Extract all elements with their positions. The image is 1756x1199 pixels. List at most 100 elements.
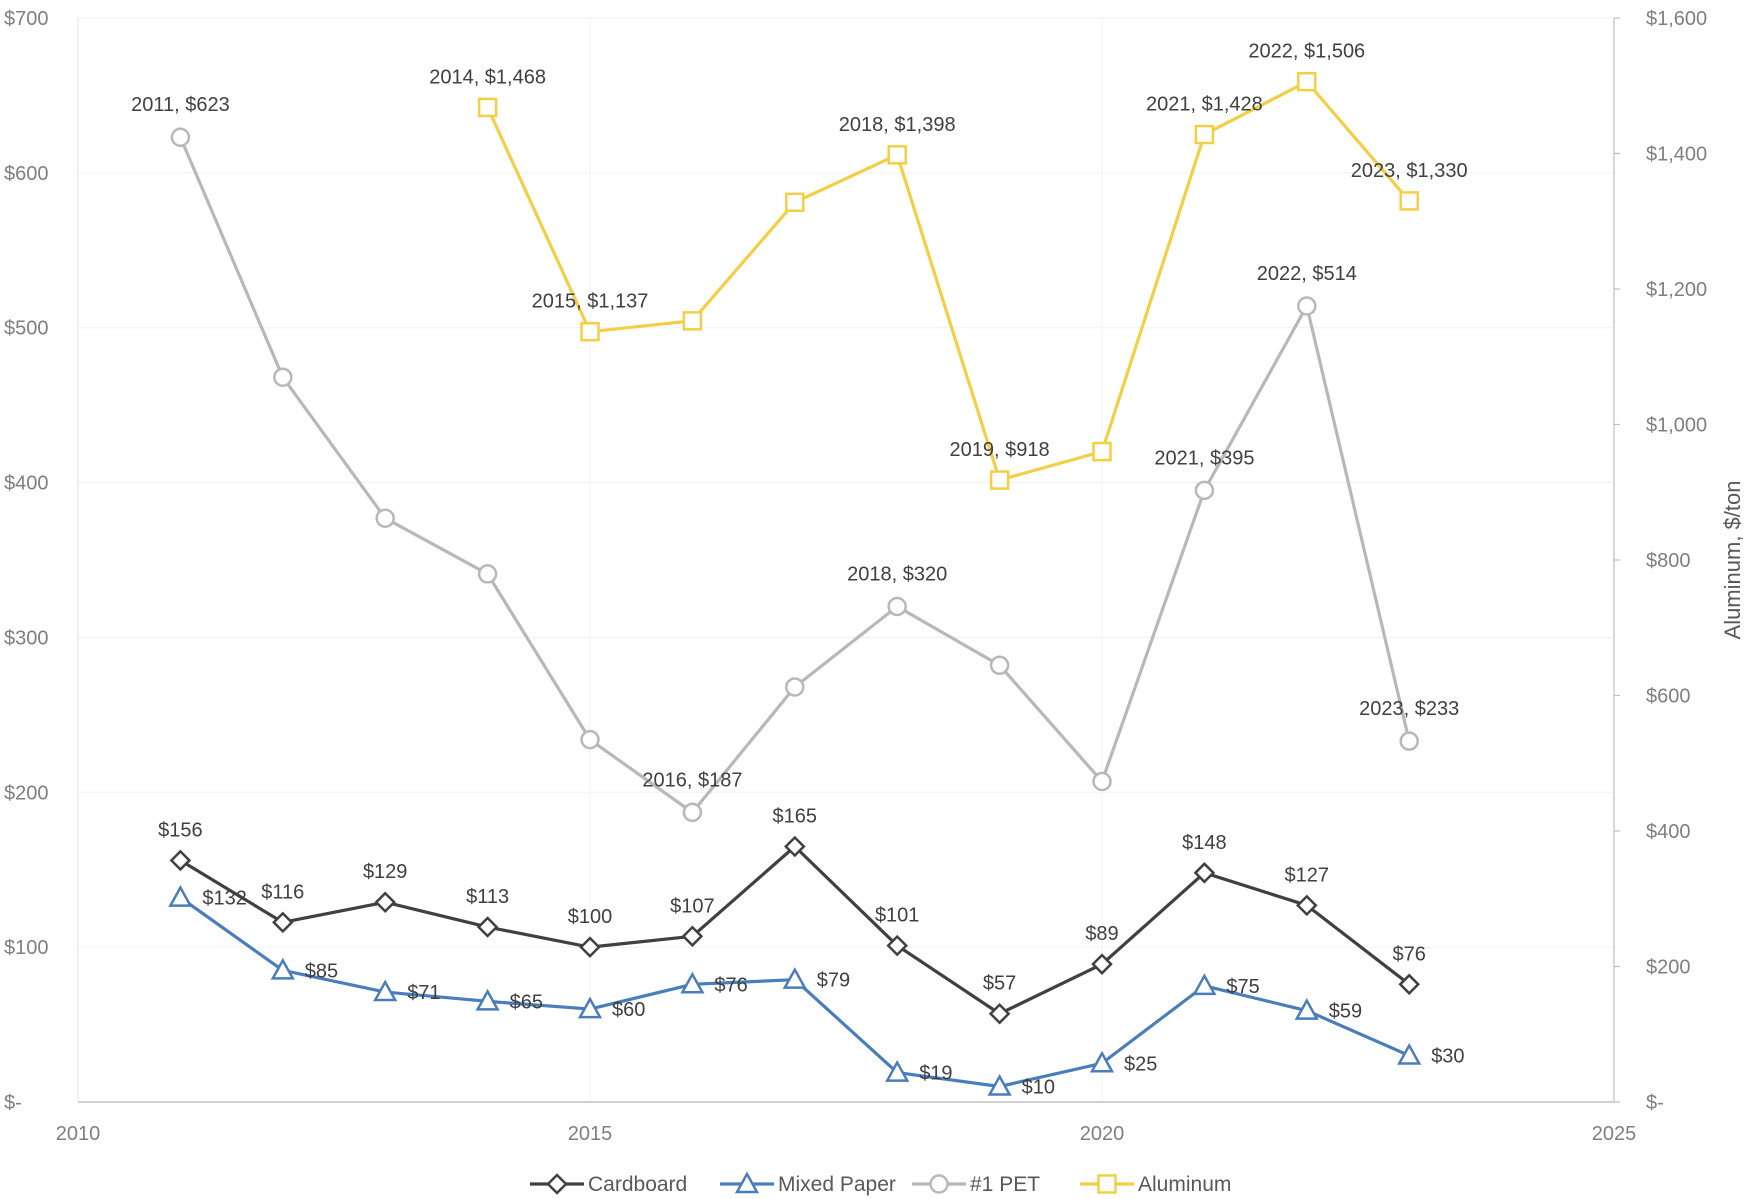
y-tick-label: $600 xyxy=(4,163,49,185)
y-tick-label: $700 xyxy=(4,8,49,30)
data-label: $85 xyxy=(305,960,338,982)
data-point xyxy=(1193,862,1216,884)
data-point xyxy=(885,1060,910,1082)
data-point xyxy=(1089,1050,1115,1073)
data-point xyxy=(734,1171,760,1194)
y2-axis-title: Aluminum, $/ton xyxy=(1720,481,1745,640)
legend-label: Mixed Paper xyxy=(778,1173,896,1196)
x-tick-label: 2010 xyxy=(56,1123,101,1145)
data-point xyxy=(373,979,398,1002)
series-line xyxy=(486,80,1411,482)
data-point xyxy=(477,564,498,584)
data-point xyxy=(1091,953,1113,975)
data-point xyxy=(929,1174,949,1194)
data-labels: $156 $116 $129 $113 $100 $107 $165 $101 $57 $89 $1… xyxy=(131,41,1468,1099)
legend-item: #1 PET xyxy=(912,1173,1040,1196)
data-point xyxy=(887,145,907,165)
y-tick-label: $200 xyxy=(4,782,49,804)
data-point xyxy=(785,677,805,697)
data-point xyxy=(579,936,601,958)
data-point xyxy=(681,925,704,948)
data-label: $30 xyxy=(1431,1046,1464,1068)
data-point xyxy=(1397,1042,1422,1065)
data-point xyxy=(1399,731,1419,751)
data-label: $76 xyxy=(714,974,747,996)
data-label: $25 xyxy=(1124,1053,1157,1075)
data-point xyxy=(169,849,192,872)
x-tick-label: 2025 xyxy=(1592,1123,1637,1145)
data-point xyxy=(1399,191,1419,211)
data-label: $19 xyxy=(919,1063,952,1085)
data-point xyxy=(1294,998,1319,1020)
gridlines xyxy=(78,17,1614,1102)
data-point xyxy=(475,988,500,1011)
legend-label: Cardboard xyxy=(588,1173,687,1196)
data-point xyxy=(546,1173,568,1195)
data-point xyxy=(1194,480,1215,501)
data-label: 2011, $623 xyxy=(131,94,230,116)
data-point xyxy=(476,916,499,938)
data-point xyxy=(170,127,191,147)
data-point xyxy=(272,911,294,934)
legend-item: Cardboard xyxy=(530,1173,687,1196)
data-label: 2019, $918 xyxy=(950,439,1050,461)
axes: $- $100 $200 $300 $400 $500 $600 $700 $- $200 $400… xyxy=(4,8,1707,1145)
y2-tick-label: $1,000 xyxy=(1646,415,1707,437)
legend-label: #1 PET xyxy=(970,1173,1040,1196)
data-point xyxy=(682,802,703,823)
data-point xyxy=(785,192,805,213)
data-label: $59 xyxy=(1329,1001,1362,1023)
data-point xyxy=(1092,441,1112,462)
data-point xyxy=(577,996,603,1019)
legend-item: Mixed Paper xyxy=(720,1171,896,1196)
data-label: 2023, $1,330 xyxy=(1351,160,1468,182)
y2-tick-label: $1,200 xyxy=(1646,279,1707,301)
legend-label: Aluminum xyxy=(1138,1173,1231,1196)
data-label: $113 xyxy=(466,886,509,908)
data-label: $79 xyxy=(817,970,850,992)
data-point xyxy=(989,655,1010,676)
data-point xyxy=(168,885,193,907)
data-point xyxy=(782,967,807,989)
x-tick-label: 2020 xyxy=(1080,1123,1125,1145)
data-point xyxy=(989,470,1010,490)
series-aluminum xyxy=(477,71,1419,490)
data-point xyxy=(477,97,498,118)
y2-tick-label: $400 xyxy=(1646,821,1691,843)
data-point xyxy=(886,934,908,957)
data-point xyxy=(784,835,806,858)
data-label: $129 xyxy=(363,861,408,883)
series-layer xyxy=(168,71,1422,1096)
data-point xyxy=(270,957,295,980)
data-label: 2022, $1,506 xyxy=(1248,41,1365,63)
series-1-pet xyxy=(170,127,1419,823)
series-line xyxy=(179,896,1410,1089)
data-label: 2018, $320 xyxy=(847,563,947,585)
x-tick-label: 2015 xyxy=(568,1123,613,1145)
data-point xyxy=(375,508,395,528)
y-tick-label: $100 xyxy=(4,937,49,959)
data-label: $60 xyxy=(612,999,645,1021)
y2-tick-label: $1,600 xyxy=(1646,8,1707,30)
data-point xyxy=(887,596,907,617)
data-label: 2022, $514 xyxy=(1257,263,1357,285)
data-label: $76 xyxy=(1393,943,1426,965)
y-tick-label: $500 xyxy=(4,318,49,340)
data-point xyxy=(1097,1174,1117,1194)
y2-tick-label: $1,400 xyxy=(1646,144,1707,166)
data-label: 2021, $1,428 xyxy=(1146,94,1263,116)
data-point xyxy=(374,891,396,914)
legend: Cardboard Mixed Paper #1 PET Aluminum xyxy=(530,1171,1231,1196)
data-point xyxy=(580,321,600,342)
data-label: $57 xyxy=(983,973,1016,995)
y2-tick-label: $800 xyxy=(1646,550,1691,572)
data-point xyxy=(1296,894,1318,917)
data-point xyxy=(682,311,703,331)
data-point xyxy=(1398,973,1420,996)
data-point xyxy=(1192,973,1217,996)
data-label: $107 xyxy=(670,895,715,917)
data-label: $75 xyxy=(1226,976,1259,998)
data-label: $127 xyxy=(1285,864,1330,886)
data-label: $10 xyxy=(1022,1077,1055,1099)
